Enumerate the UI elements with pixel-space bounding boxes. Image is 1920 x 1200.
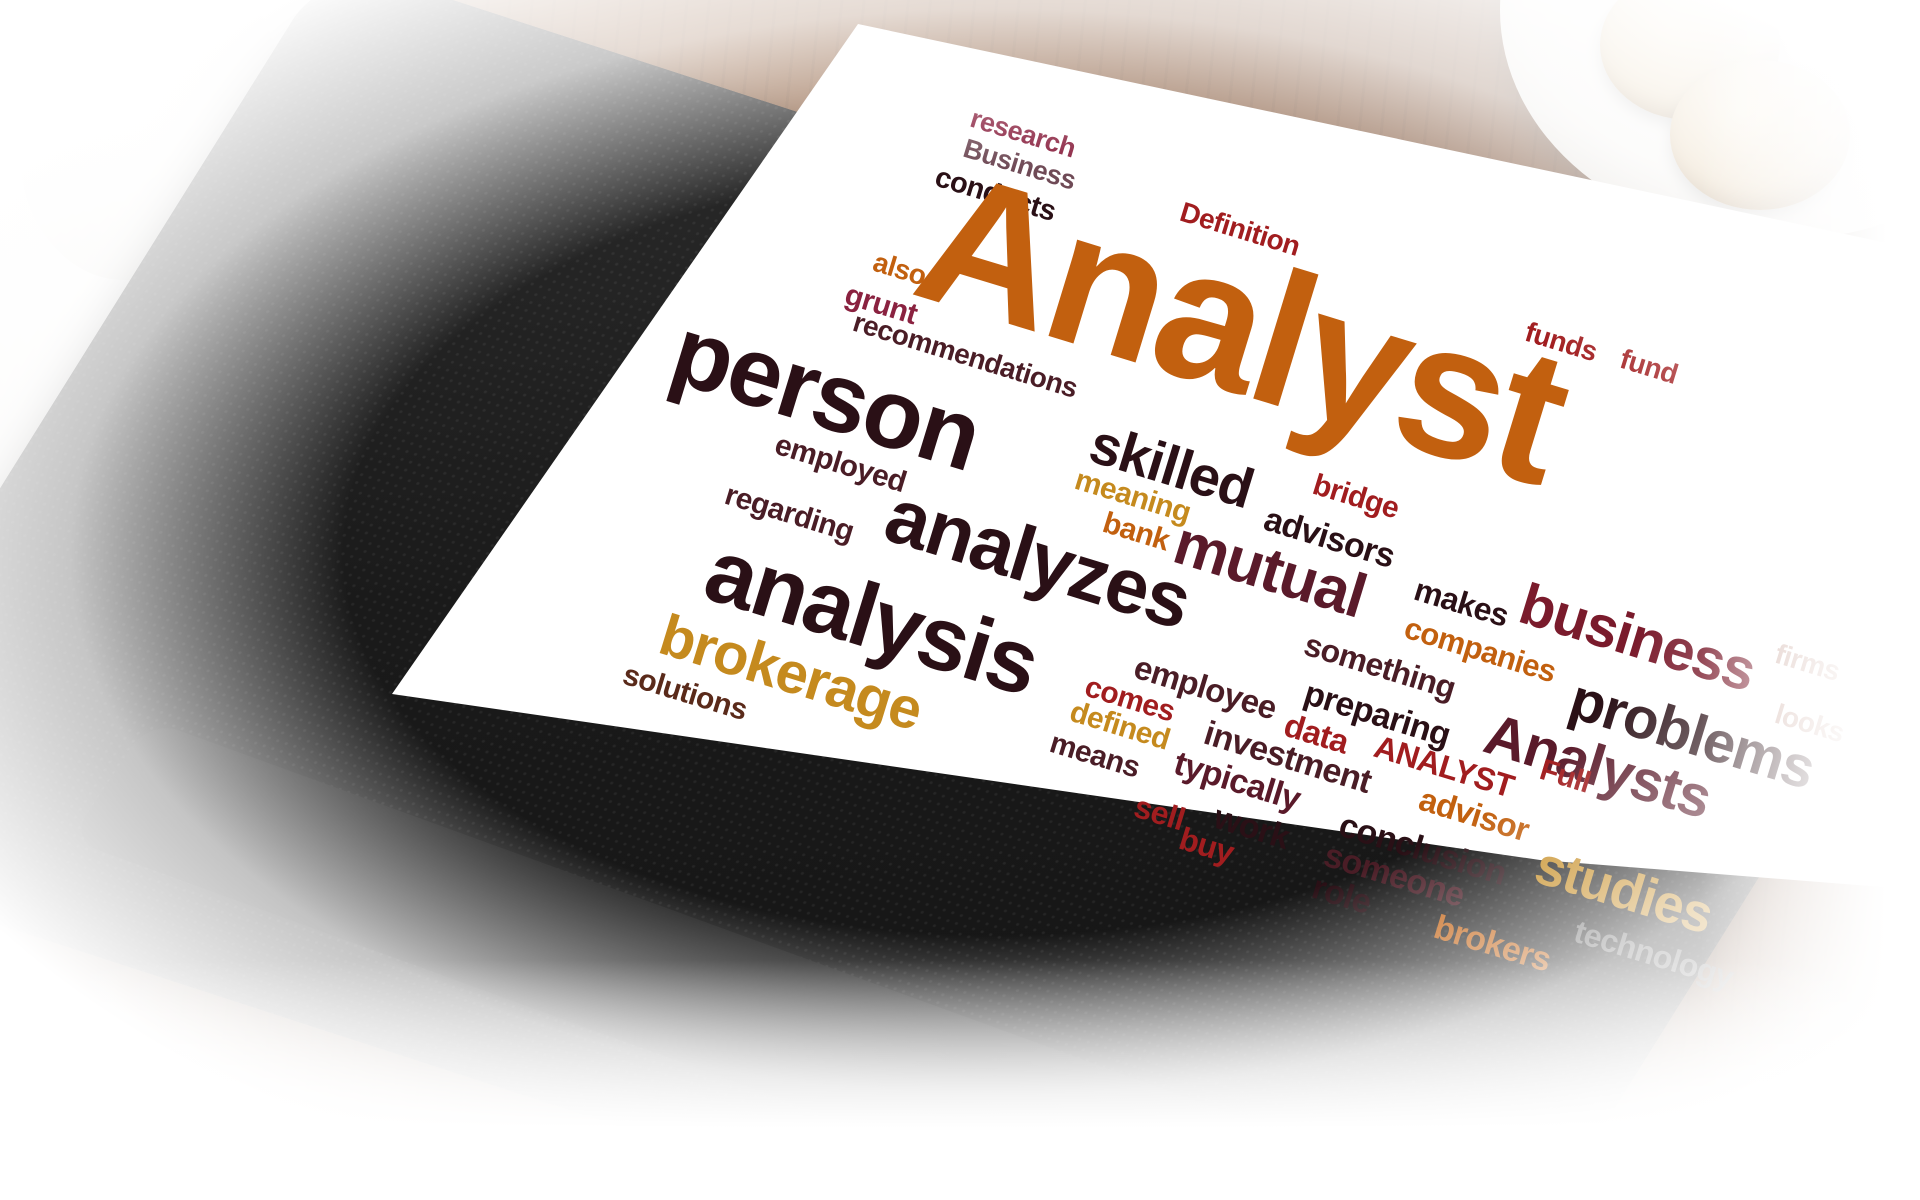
cookie xyxy=(1670,60,1850,210)
